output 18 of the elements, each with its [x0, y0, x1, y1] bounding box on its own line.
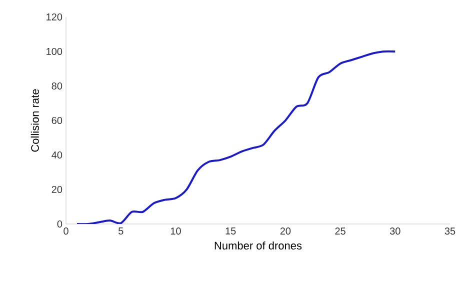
y-tick-label: 100 — [46, 48, 62, 56]
y-tick-label: 60 — [52, 116, 62, 124]
x-tick-label: 15 — [226, 228, 236, 234]
y-tick-label: 0 — [57, 220, 62, 228]
y-tick-label: 120 — [46, 13, 62, 21]
x-tick-label: 20 — [280, 228, 291, 235]
x-tick-label: 30 — [390, 228, 400, 235]
y-axis-title: Collision rate — [30, 89, 39, 152]
line-series — [76, 50, 396, 224]
x-tick-label: 35 — [444, 228, 456, 235]
y-tick-label: 20 — [52, 186, 62, 194]
y-tick-label: 80 — [52, 82, 62, 90]
x-tick-label: 5 — [118, 228, 124, 234]
x-tick-label: 10 — [170, 228, 181, 235]
x-tick-label: 0 — [64, 228, 68, 235]
x-axis-title: Number of drones — [214, 241, 302, 250]
x-tick-label: 25 — [335, 228, 346, 235]
y-tick-label: 40 — [52, 151, 62, 159]
